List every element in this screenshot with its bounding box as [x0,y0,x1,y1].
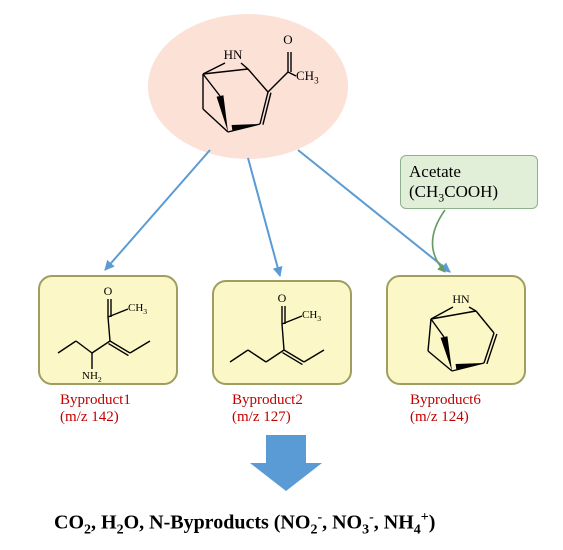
acetate-box: Acetate (CH3COOH) [400,155,538,209]
acetate-name: Acetate [409,162,529,182]
parent-structure-oval [148,14,348,159]
byproduct2-box [212,280,352,385]
byproduct2-label: Byproduct2 (m/z 127) [232,392,303,427]
byproduct1-box [38,275,178,385]
final-products-text: CO2, H2O, N-Byproducts (NO2-, NO3-, NH4+… [54,510,435,539]
acetate-formula: (CH3COOH) [409,182,529,205]
byproduct6-box [386,275,526,385]
byproduct6-label: Byproduct6 (m/z 124) [410,392,481,427]
byproduct1-label: Byproduct1 (m/z 142) [60,392,131,427]
diagram-canvas: HNOCH3 Acetate (CH3COOH) OCH3NH2 OCH3 HN… [0,0,563,550]
